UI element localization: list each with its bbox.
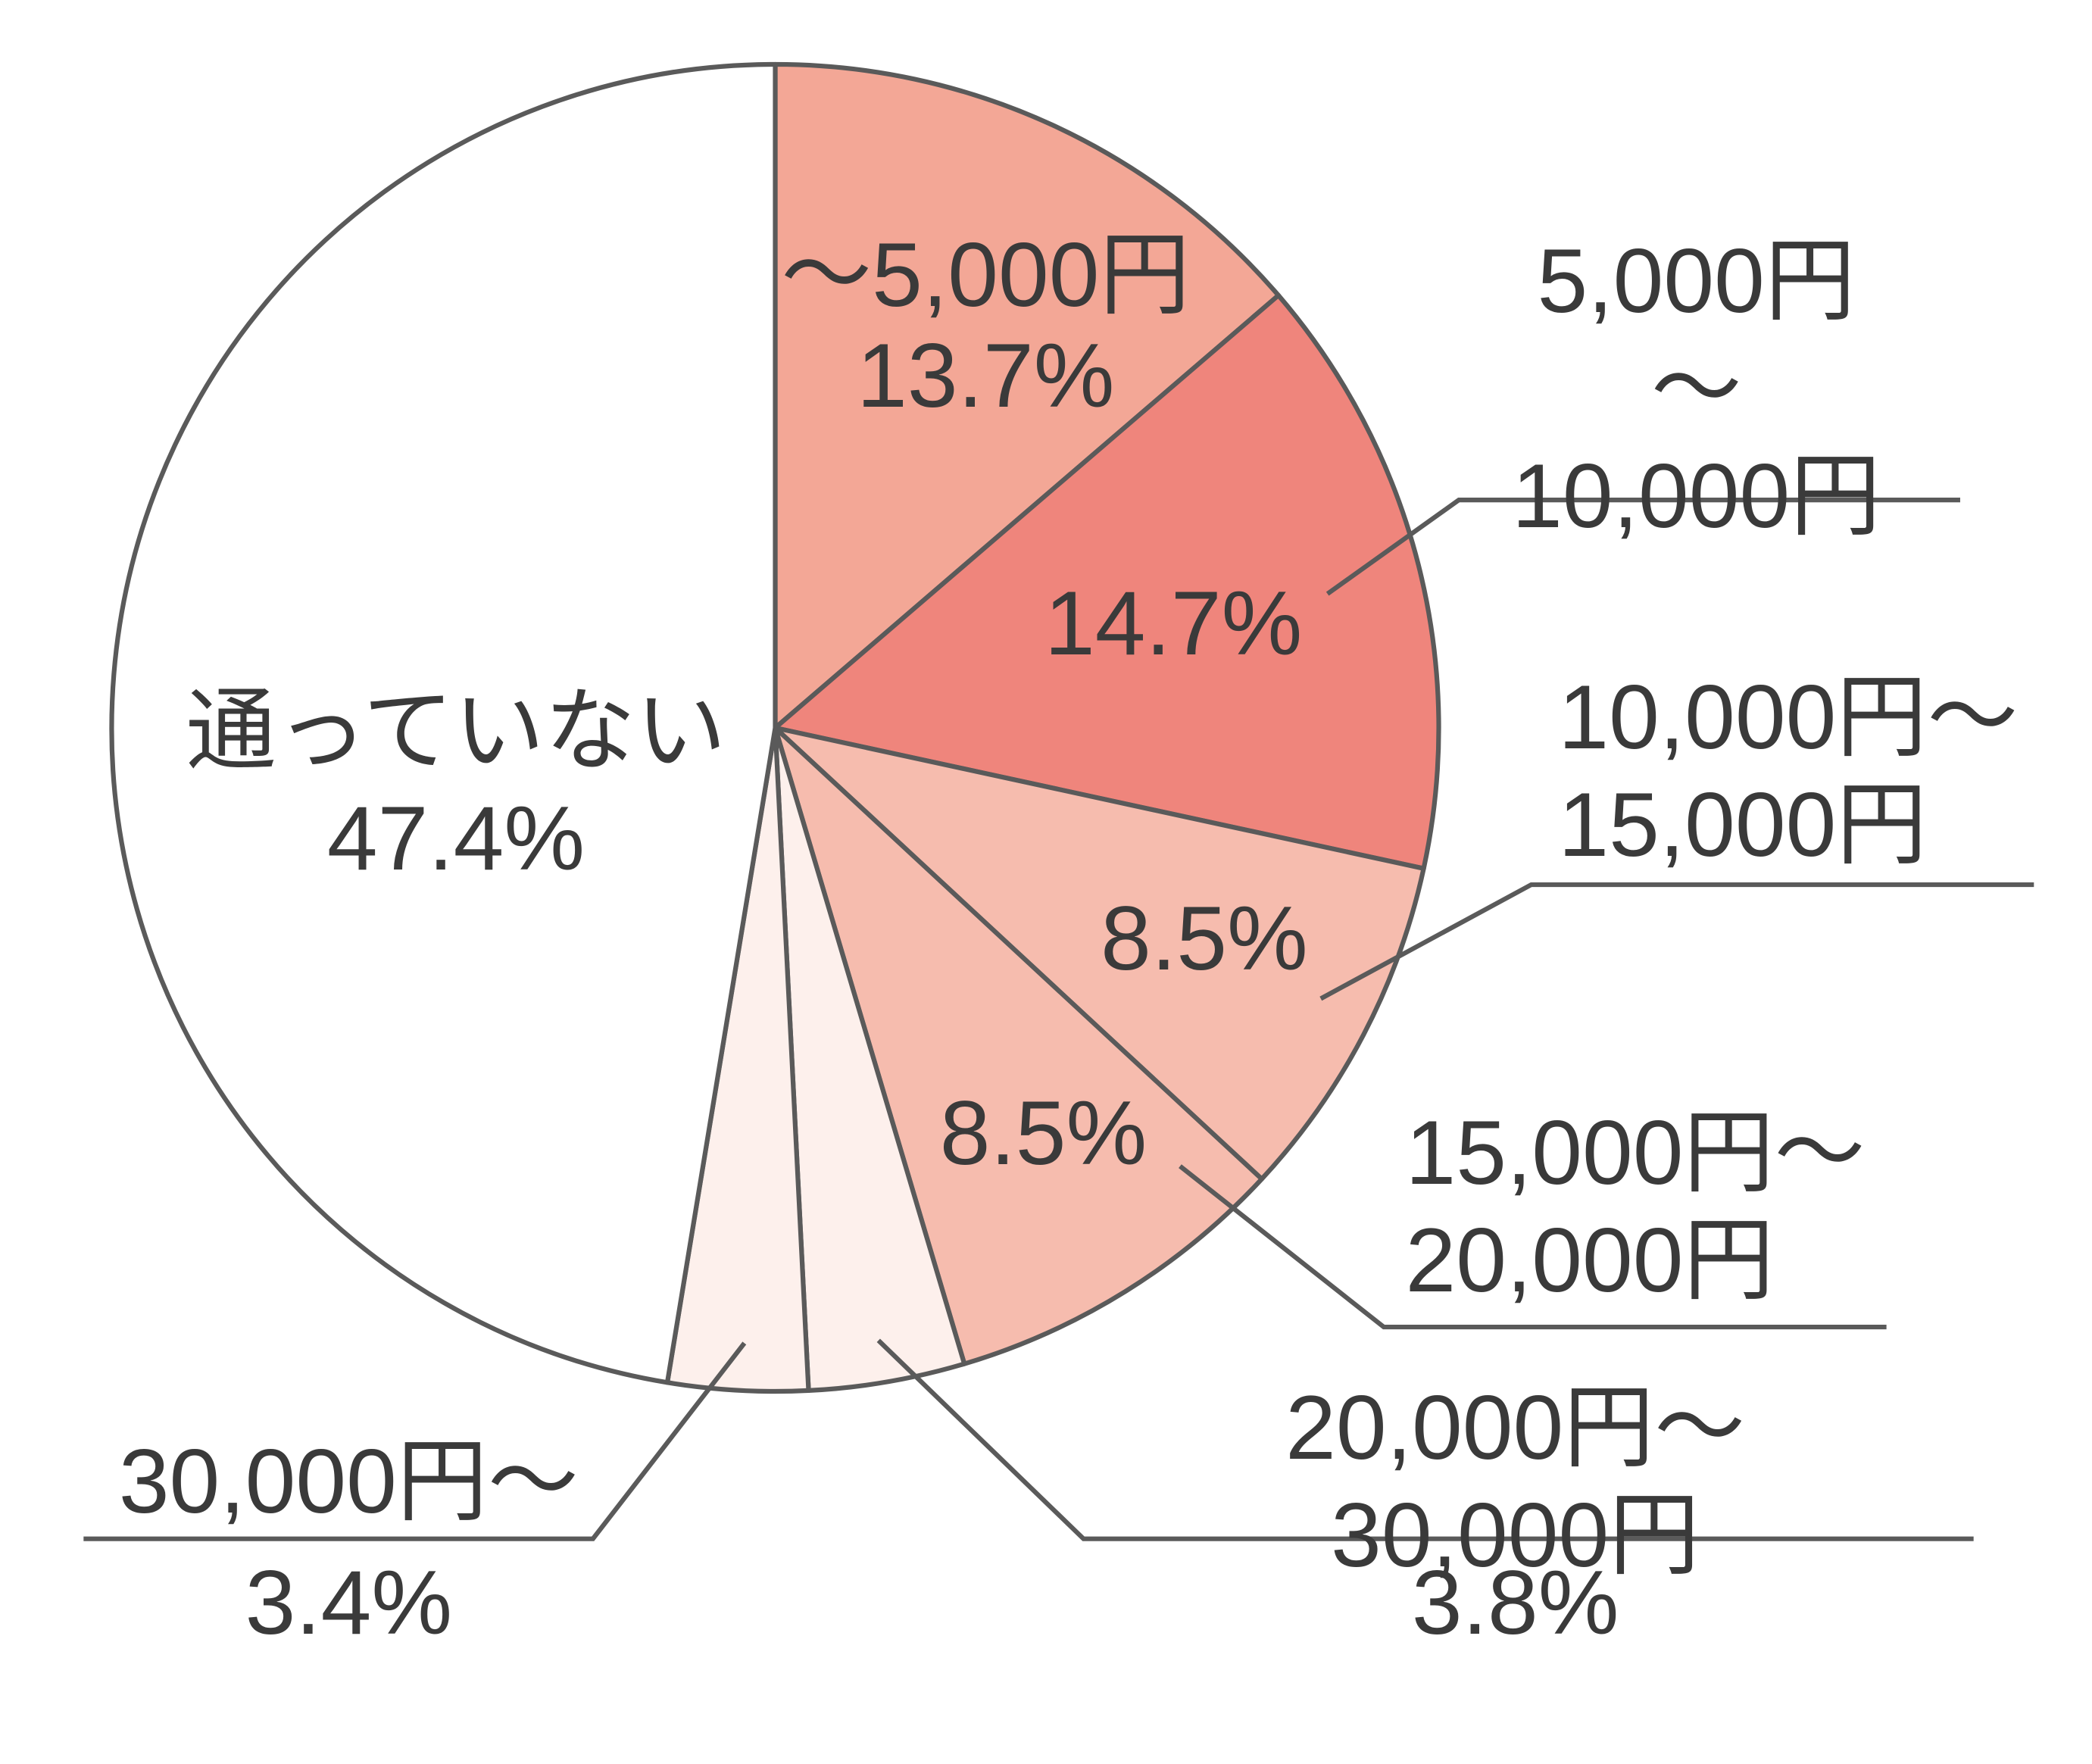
value-label: 3.8%	[1411, 1551, 1619, 1653]
category-label: 10,000円～ 15,000円	[1558, 667, 2019, 876]
value-label: 3.4%	[245, 1551, 453, 1653]
category-label: 5,000円～ 10,000円	[1512, 230, 1881, 548]
category-label: 通っていない	[185, 679, 726, 782]
pie-slice	[773, 725, 1264, 1366]
value-label: 8.5%	[1101, 888, 1308, 990]
value-label: 47.4%	[326, 787, 585, 889]
category-label: ～5,000円	[781, 223, 1191, 326]
value-label: 13.7%	[857, 324, 1115, 426]
leader-line	[1179, 1164, 1887, 1330]
category-label: 20,000円～30,000円	[1285, 1377, 1746, 1587]
leader-line	[83, 1341, 747, 1541]
leader-line	[876, 1338, 1974, 1541]
leader-line	[1319, 882, 2034, 1001]
value-label: 8.5%	[939, 1082, 1147, 1185]
leader-line	[1325, 498, 1960, 596]
pie-slice	[773, 725, 1426, 1182]
pie-slice	[773, 725, 967, 1393]
pie-slice	[773, 61, 1281, 731]
pie-slice	[773, 292, 1441, 871]
category-label: 30,000円～	[118, 1431, 579, 1533]
category-label: 15,000円～ 20,000円	[1405, 1102, 1866, 1312]
pie-slice	[109, 61, 778, 1385]
value-label: 14.7%	[1044, 573, 1303, 675]
